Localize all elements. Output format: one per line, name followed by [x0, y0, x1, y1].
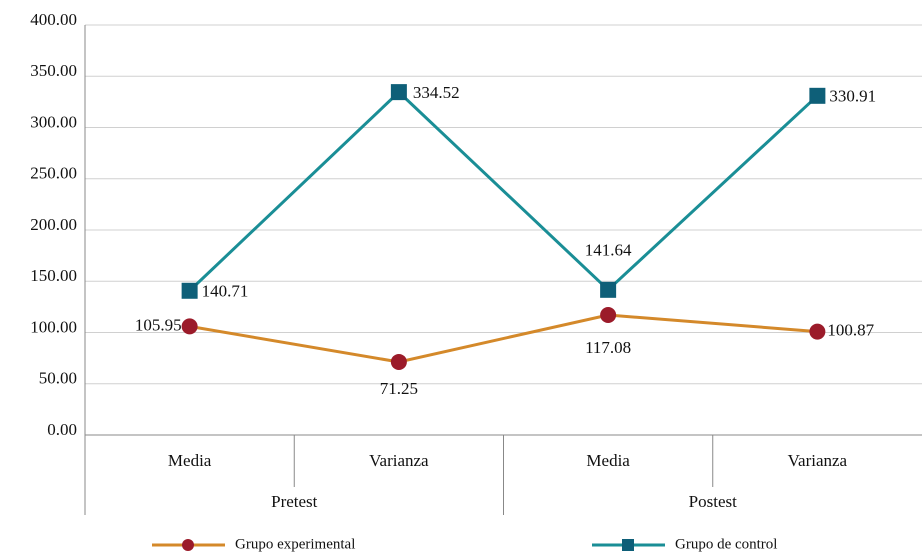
data-label: 140.71 — [202, 282, 249, 301]
x-tick-label: Varianza — [788, 451, 848, 470]
marker — [390, 353, 407, 370]
group-label: Pretest — [271, 492, 318, 511]
series-line — [188, 90, 819, 292]
marker — [600, 281, 617, 298]
data-label: 141.64 — [585, 241, 632, 260]
y-tick-label: 50.00 — [39, 369, 77, 388]
legend-marker — [622, 539, 634, 551]
series-line — [189, 313, 818, 364]
data-label: 334.52 — [413, 83, 460, 102]
x-tick-label: Media — [168, 451, 212, 470]
data-label: 71.25 — [380, 379, 418, 398]
marker — [600, 306, 617, 323]
group-label: Postest — [689, 492, 737, 511]
data-label: 330.91 — [829, 87, 876, 106]
y-tick-label: 200.00 — [30, 215, 77, 234]
legend-label: Grupo de control — [675, 536, 777, 552]
data-label: 100.87 — [827, 321, 874, 340]
marker — [390, 84, 407, 101]
marker — [809, 87, 826, 104]
y-tick-label: 100.00 — [30, 317, 77, 336]
y-tick-label: 400.00 — [30, 10, 77, 29]
legend-marker — [182, 539, 194, 551]
y-tick-label: 250.00 — [30, 164, 77, 183]
x-tick-label: Media — [586, 451, 630, 470]
y-tick-label: 0.00 — [47, 420, 77, 439]
data-label: 117.08 — [585, 338, 631, 357]
marker — [809, 323, 826, 340]
y-tick-label: 300.00 — [30, 112, 77, 131]
marker — [181, 282, 198, 299]
marker — [181, 318, 198, 335]
y-tick-label: 350.00 — [30, 61, 77, 80]
y-tick-label: 150.00 — [30, 266, 77, 285]
legend-label: Grupo experimental — [235, 536, 355, 552]
data-label: 105.95 — [135, 315, 182, 334]
x-tick-label: Varianza — [369, 451, 429, 470]
